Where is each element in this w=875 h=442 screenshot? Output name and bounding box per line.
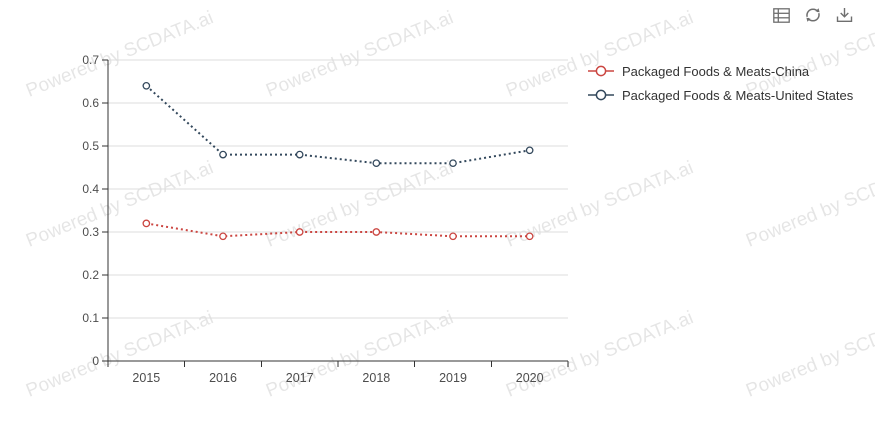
svg-text:0.5: 0.5 [82, 139, 99, 153]
legend: Packaged Foods & Meats-China Packaged Fo… [588, 64, 853, 112]
svg-text:2019: 2019 [439, 371, 467, 385]
legend-label-china: Packaged Foods & Meats-China [622, 63, 810, 79]
svg-text:2015: 2015 [132, 371, 160, 385]
svg-text:2018: 2018 [362, 371, 390, 385]
svg-text:2016: 2016 [209, 371, 237, 385]
refresh-icon [806, 8, 820, 22]
svg-text:0.6: 0.6 [82, 96, 99, 110]
line-series-marker-icon [588, 65, 614, 77]
svg-text:0.2: 0.2 [82, 268, 99, 282]
svg-text:0.4: 0.4 [82, 182, 99, 196]
svg-text:2020: 2020 [516, 371, 544, 385]
svg-text:0.1: 0.1 [82, 311, 99, 325]
download-icon [836, 8, 853, 23]
chart-toolbar [772, 6, 854, 24]
data-view-icon [773, 7, 790, 23]
svg-text:0: 0 [92, 354, 99, 368]
legend-label-united-states: Packaged Foods & Meats-United States [622, 87, 854, 103]
legend-item-united-states[interactable]: Packaged Foods & Meats-United States [588, 87, 854, 103]
download-button[interactable] [835, 6, 854, 24]
refresh-button[interactable] [803, 6, 823, 24]
svg-text:0.3: 0.3 [82, 225, 99, 239]
svg-text:2017: 2017 [286, 371, 314, 385]
legend-item-china[interactable]: Packaged Foods & Meats-China [588, 63, 853, 79]
data-view-button[interactable] [772, 7, 791, 24]
svg-text:0.7: 0.7 [82, 53, 99, 67]
line-series-marker-icon [588, 89, 614, 101]
